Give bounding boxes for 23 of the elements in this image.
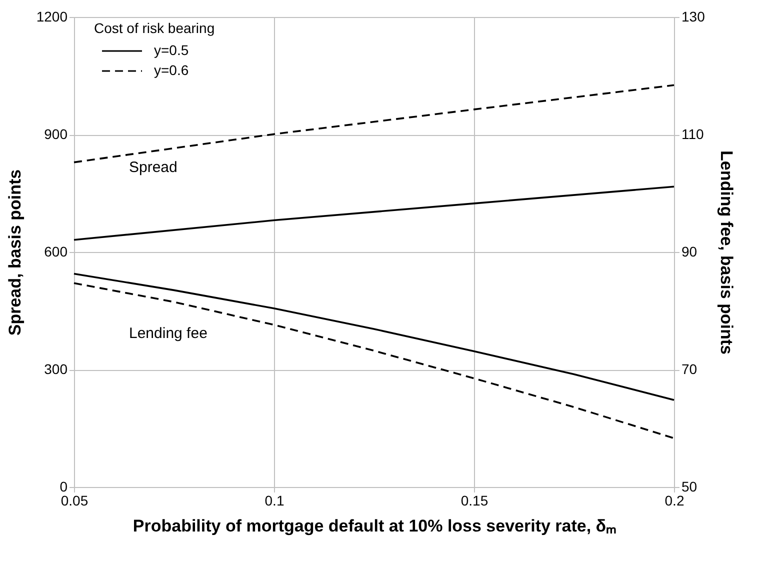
y2-tick-label: 90 xyxy=(682,244,698,260)
x-axis-title: Probability of mortgage default at 10% loss severity rate, δₘ xyxy=(132,516,616,536)
x-tick-label: 0.05 xyxy=(60,492,88,508)
x-tick-label: 0.1 xyxy=(264,492,284,508)
y-tick-label: 0 xyxy=(60,478,68,494)
annotation: Lending fee xyxy=(129,325,208,342)
y-tick-label: 300 xyxy=(44,361,68,377)
y2-axis-title: Lending fee, basis points xyxy=(716,150,736,355)
y-axis-title: Spread, basis points xyxy=(5,169,24,336)
legend-label: y=0.6 xyxy=(154,62,189,78)
y2-tick-label: 110 xyxy=(682,126,704,142)
y-tick-label: 600 xyxy=(44,244,68,260)
x-tick-label: 0.15 xyxy=(460,492,488,508)
y2-tick-label: 130 xyxy=(682,8,706,24)
legend-label: y=0.5 xyxy=(154,42,189,58)
line-series xyxy=(73,186,675,241)
legend-title: Cost of risk bearing xyxy=(94,20,215,36)
y2-tick-label: 50 xyxy=(682,478,698,494)
annotation: Spread xyxy=(129,159,178,176)
x-tick-label: 0.2 xyxy=(664,492,684,508)
y-tick-label: 900 xyxy=(44,126,68,142)
y2-tick-label: 70 xyxy=(682,361,698,377)
y-tick-label: 1200 xyxy=(36,8,68,24)
